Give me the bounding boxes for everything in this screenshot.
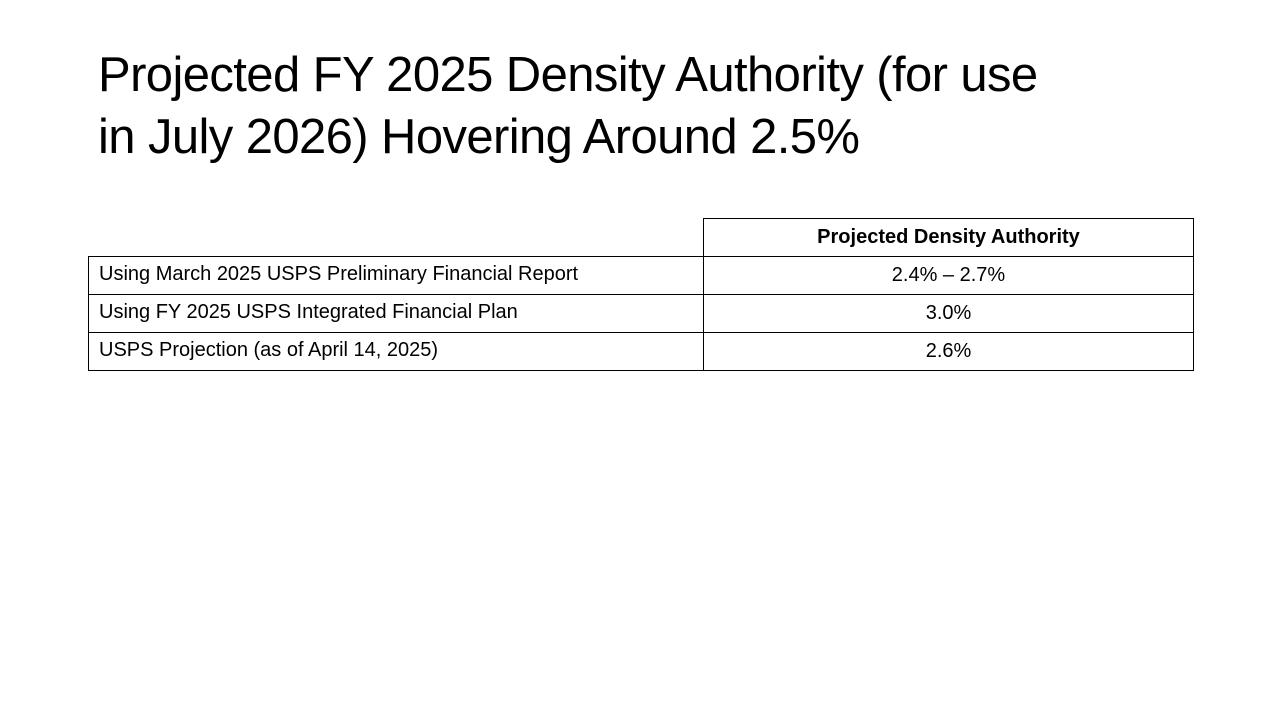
table-corner-cell [89, 219, 704, 257]
row-label: USPS Projection (as of April 14, 2025) [88, 332, 704, 371]
row-label: Using March 2025 USPS Preliminary Financ… [88, 256, 704, 295]
slide-title: Projected FY 2025 Density Authority (for… [98, 44, 1198, 168]
table-header-row: Projected Density Authority [89, 218, 1194, 257]
row-label: Using FY 2025 USPS Integrated Financial … [88, 294, 704, 333]
table-row: Using March 2025 USPS Preliminary Financ… [88, 256, 1194, 295]
table-row: Using FY 2025 USPS Integrated Financial … [88, 294, 1194, 333]
row-value: 2.4% – 2.7% [703, 256, 1194, 295]
slide-title-line-1: Projected FY 2025 Density Authority (for… [98, 48, 1038, 102]
row-value: 3.0% [703, 294, 1194, 333]
row-value: 2.6% [703, 332, 1194, 371]
column-header-projected-density-authority: Projected Density Authority [703, 218, 1194, 257]
table-row: USPS Projection (as of April 14, 2025) 2… [88, 332, 1194, 371]
slide-title-line-2: in July 2026) Hovering Around 2.5% [98, 110, 860, 164]
density-authority-table: Projected Density Authority Using March … [88, 218, 1194, 371]
